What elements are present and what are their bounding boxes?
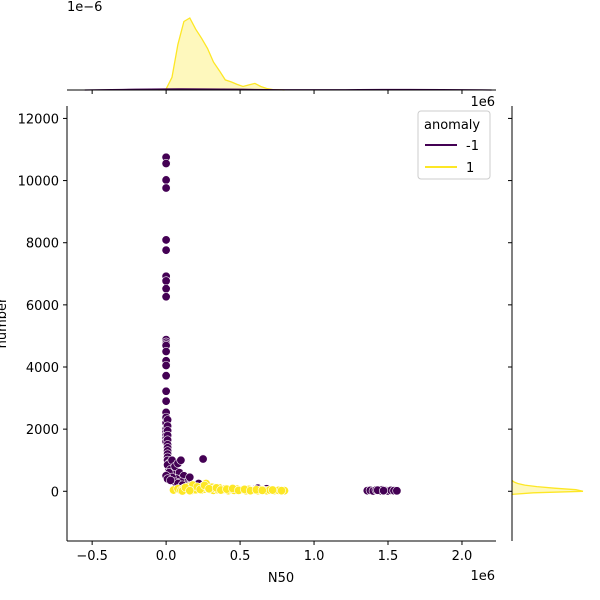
y-tick-label: 0 <box>51 485 59 500</box>
scatter-point <box>161 292 171 302</box>
scatter-point <box>161 386 171 396</box>
scatter-point <box>268 485 278 495</box>
y-tick-label: 10000 <box>18 175 59 190</box>
scatter-point <box>185 472 195 482</box>
scatter-point <box>392 486 402 496</box>
scatter-point <box>161 284 171 294</box>
top-marginal-ticks <box>91 90 463 94</box>
scatter-point <box>161 371 171 381</box>
scatter-point <box>161 183 171 193</box>
scatter-point <box>161 276 171 286</box>
main-axes: −0.5 0.0 0.5 1.0 1.5 2.0 0 2000 4000 6000 8000 100… <box>0 95 496 586</box>
scatter-points <box>161 152 402 496</box>
y-tick-label: 6000 <box>26 299 59 314</box>
y-tick-label: 12000 <box>18 112 59 127</box>
legend-label-anomaly-pos: 1 <box>466 161 474 176</box>
x-tick-label: −0.5 <box>76 549 108 564</box>
scatter-point <box>198 454 208 464</box>
scatter-point <box>161 360 171 370</box>
top-marginal-axes: 1e−6 <box>67 0 496 94</box>
y-axis-label: number <box>0 297 10 348</box>
x-tick-label: 1.5 <box>378 549 399 564</box>
y-tick-label: 8000 <box>26 237 59 252</box>
scatter-point <box>204 484 214 494</box>
scatter-point <box>166 475 176 485</box>
right-kde-line <box>511 479 584 496</box>
right-kde-fill <box>512 480 583 495</box>
scatter-point <box>257 485 267 495</box>
x-tick-label: 1.0 <box>304 549 325 564</box>
x-axis-ticks: −0.5 0.0 0.5 1.0 1.5 2.0 <box>76 541 472 564</box>
right-marginal-ticks <box>508 117 512 492</box>
x-axis-label: N50 <box>268 571 294 586</box>
legend: anomaly -1 1 <box>417 110 491 180</box>
legend-label-anomaly-neg: -1 <box>466 139 479 154</box>
right-marginal-axes <box>508 106 584 541</box>
y-tick-label: 4000 <box>26 361 59 376</box>
scatter-point <box>161 396 171 406</box>
y-offset-label: 1e6 <box>470 95 495 110</box>
x-offset-label: 1e6 <box>470 569 495 584</box>
scatter-point <box>161 245 171 255</box>
scatter-point <box>161 158 171 168</box>
top-kde-fill <box>158 18 285 90</box>
x-tick-label: 0.5 <box>230 549 251 564</box>
x-tick-label: 0.0 <box>156 549 177 564</box>
scatter-point <box>161 175 171 185</box>
scatter-point <box>161 235 171 245</box>
scatter-point <box>185 486 195 496</box>
scatter-point <box>276 486 286 496</box>
scatter-point <box>161 346 171 356</box>
y-axis-ticks: 0 2000 4000 6000 8000 10000 12000 <box>18 112 67 500</box>
legend-title: anomaly <box>424 118 480 133</box>
scatter-point <box>379 486 389 496</box>
scatter-point <box>176 455 186 465</box>
top-offset-label: 1e−6 <box>67 0 102 15</box>
x-tick-label: 2.0 <box>452 549 473 564</box>
y-tick-label: 2000 <box>26 423 59 438</box>
top-kde-line <box>158 17 285 91</box>
